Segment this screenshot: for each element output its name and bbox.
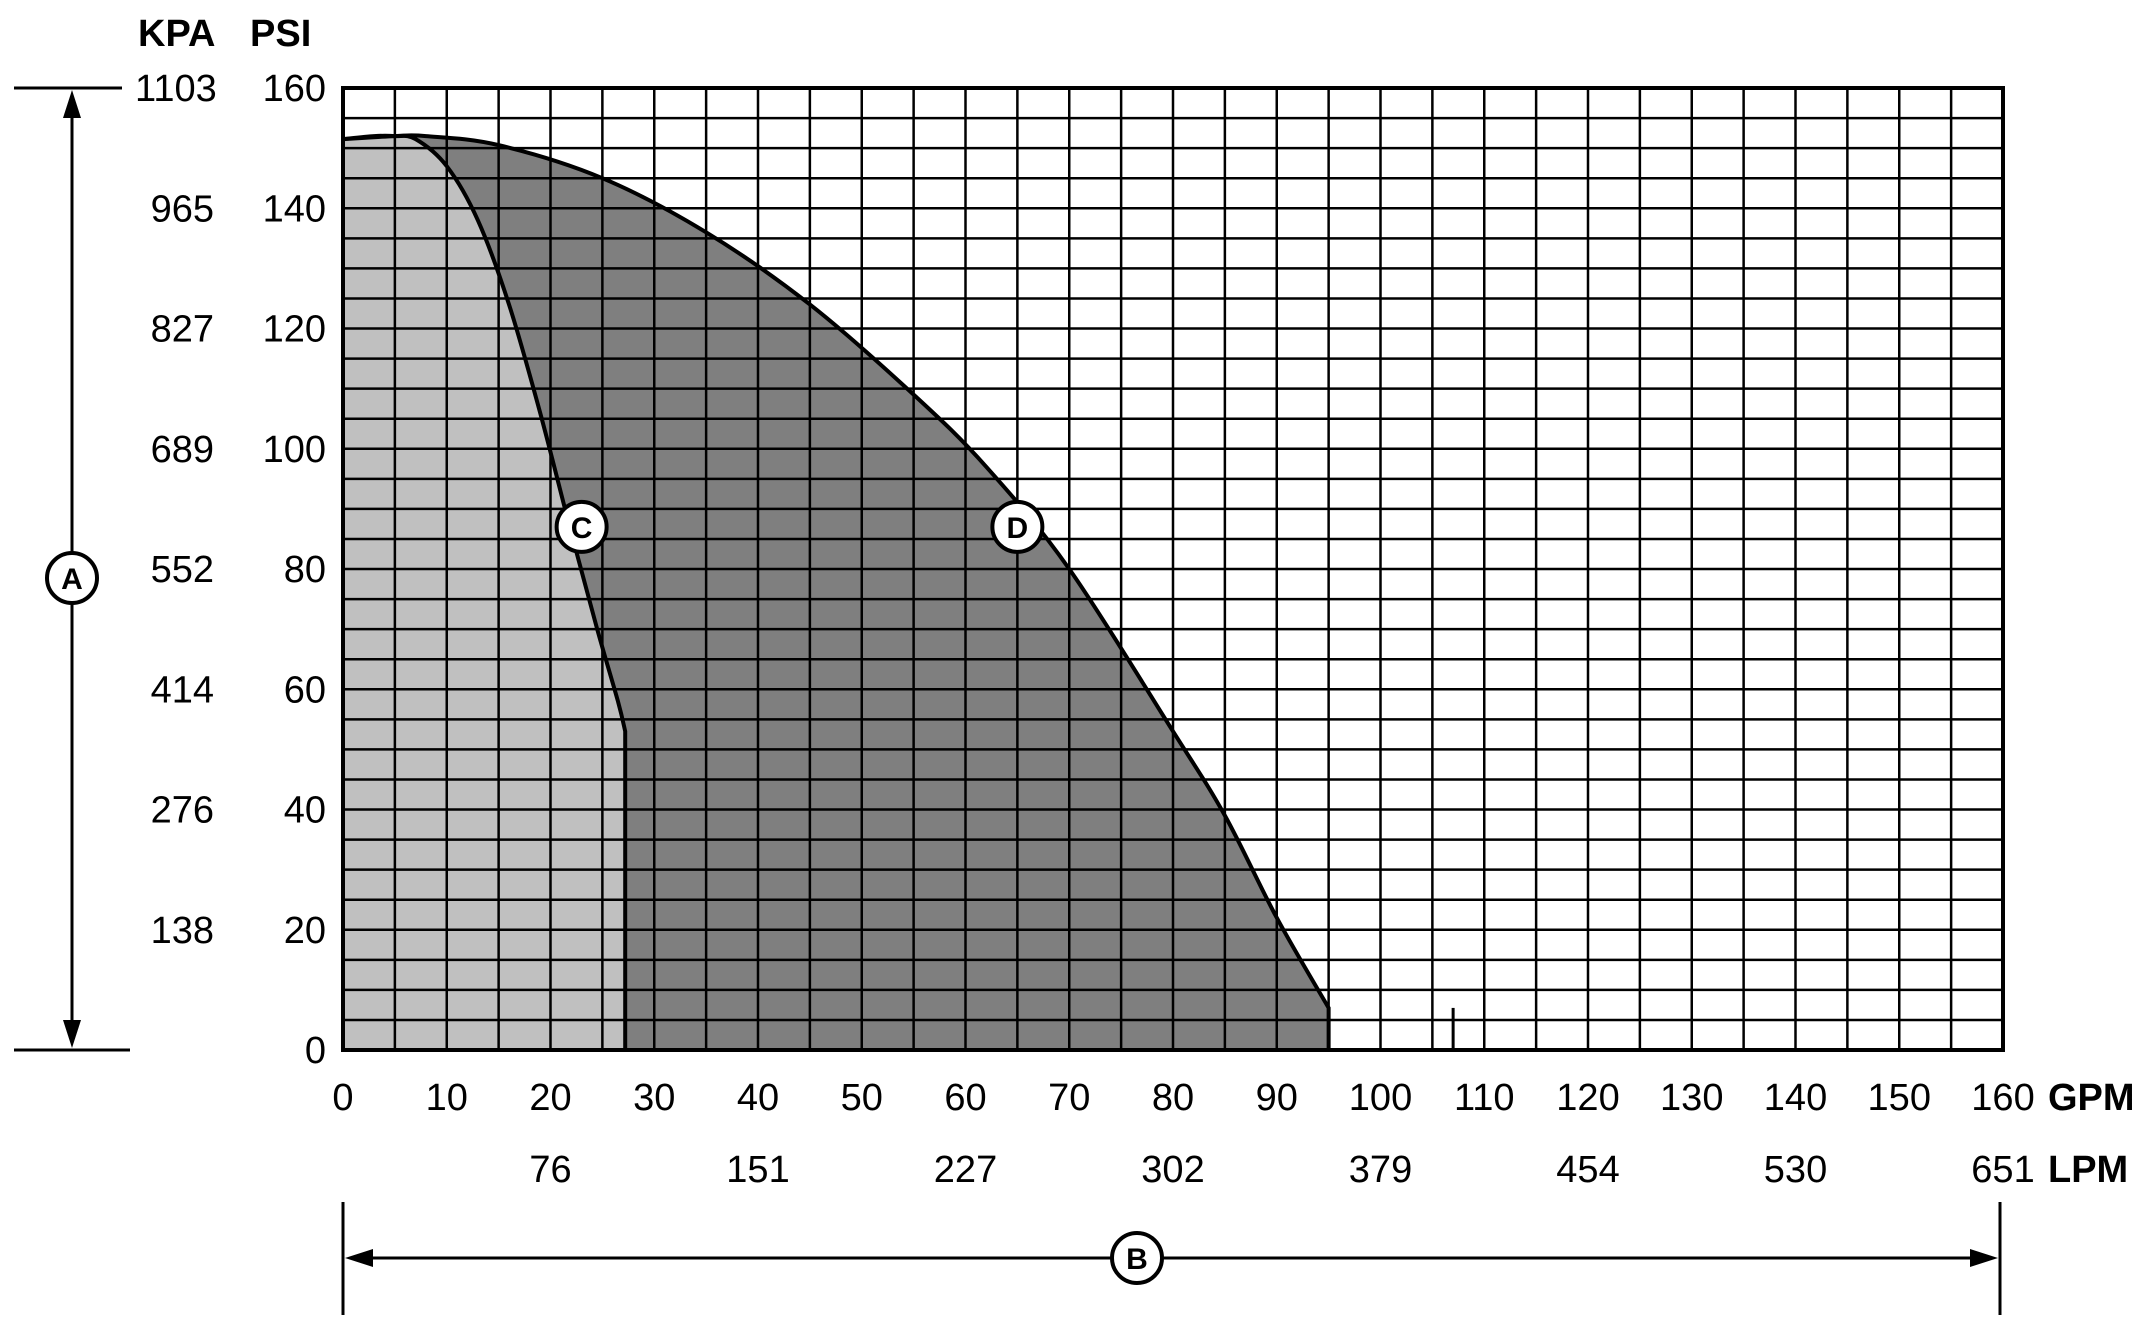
x-secondary-tick-label: 379 [1349,1149,1412,1191]
y-tick-label: 20 [284,910,326,952]
kpa-unit-label: KPA [138,13,215,55]
x-secondary-tick-label: 302 [1141,1149,1204,1191]
callout-circle [990,499,1045,554]
callout-label: A [61,563,83,596]
curve-lines [342,133,1455,1050]
x-tick-label: 40 [737,1077,779,1119]
callout-b: B [1110,1231,1164,1285]
y-tick-label: 40 [284,790,326,832]
y-secondary-tick-label: 552 [151,549,214,591]
y-tick-label: 80 [284,549,326,591]
y-tick-label: 140 [263,188,326,230]
x-tick-label: 110 [1454,1077,1515,1119]
x-secondary-tick-label: 530 [1764,1149,1827,1191]
arrowhead-right-icon [1970,1249,1998,1267]
y-secondary-tick-label: 276 [151,790,214,832]
x-tick-label: 30 [633,1077,675,1119]
callout-circle [554,499,609,554]
plot-border [341,86,2005,1052]
x-secondary-tick-label: 151 [726,1149,789,1191]
dimension-arrows [14,86,2002,1315]
x-tick-label: 130 [1660,1077,1723,1119]
psi-unit-label: PSI [250,13,311,55]
y-secondary-tick-label: 827 [151,309,214,351]
y-secondary-tick-label: 1103 [135,68,217,110]
callout-circle [45,551,99,605]
x-secondary-tick-label: 227 [934,1149,997,1191]
x-tick-label: 0 [332,1077,353,1119]
callouts: A B C D [45,499,1164,1285]
x-tick-label: 10 [426,1077,468,1119]
arrowhead-left-icon [345,1249,373,1267]
x-tick-label: 50 [841,1077,883,1119]
arrowhead-down-icon [63,1020,81,1048]
y-secondary-tick-label: 689 [151,429,214,471]
callout-label: C [571,512,593,545]
callout-label: D [1007,512,1029,545]
y-tick-label: 0 [305,1030,326,1072]
plot-frame [341,86,2005,1052]
x-tick-label: 70 [1048,1077,1090,1119]
x-tick-label: 80 [1152,1077,1194,1119]
curve-c-fill [343,135,626,1050]
callout-d: D [990,499,1045,554]
curve-d-line [342,133,1331,1050]
x-tick-label: 90 [1256,1077,1298,1119]
x-tick-label: 140 [1764,1077,1827,1119]
x-tick-label: 100 [1349,1077,1412,1119]
x-tick-label: 20 [529,1077,571,1119]
lpm-unit-label: LPM [2048,1149,2128,1191]
tick-labels: 0 10 20 30 40 50 60 70 80 90 100 110 120 130 140 150 160… [135,68,2035,1191]
callout-a: A [45,551,99,605]
y-tick-label: 60 [284,669,326,711]
y-secondary-tick-label: 414 [151,669,214,711]
x-tick-label: 160 [1971,1077,2034,1119]
curve-fills [343,135,1329,1050]
x-secondary-tick-label: 651 [1971,1149,2034,1191]
grid [341,86,2005,1052]
gpm-unit-label: GPM [2048,1077,2135,1119]
y-secondary-tick-label: 965 [151,188,214,230]
x-tick-label: 120 [1556,1077,1619,1119]
callout-label: B [1126,1243,1148,1276]
callout-circle [1110,1231,1164,1285]
x-tick-label: 60 [944,1077,986,1119]
y-tick-label: 100 [263,429,326,471]
y-tick-label: 120 [263,309,326,351]
unit-labels: KPA PSI GPM LPM [138,13,2135,1191]
callout-c: C [554,499,609,554]
arrowhead-up-icon [63,90,81,118]
y-tick-label: 160 [263,68,326,110]
y-secondary-tick-label: 138 [151,910,214,952]
x-secondary-tick-label: 76 [529,1149,571,1191]
x-tick-label: 150 [1868,1077,1931,1119]
x-secondary-tick-label: 454 [1556,1149,1619,1191]
